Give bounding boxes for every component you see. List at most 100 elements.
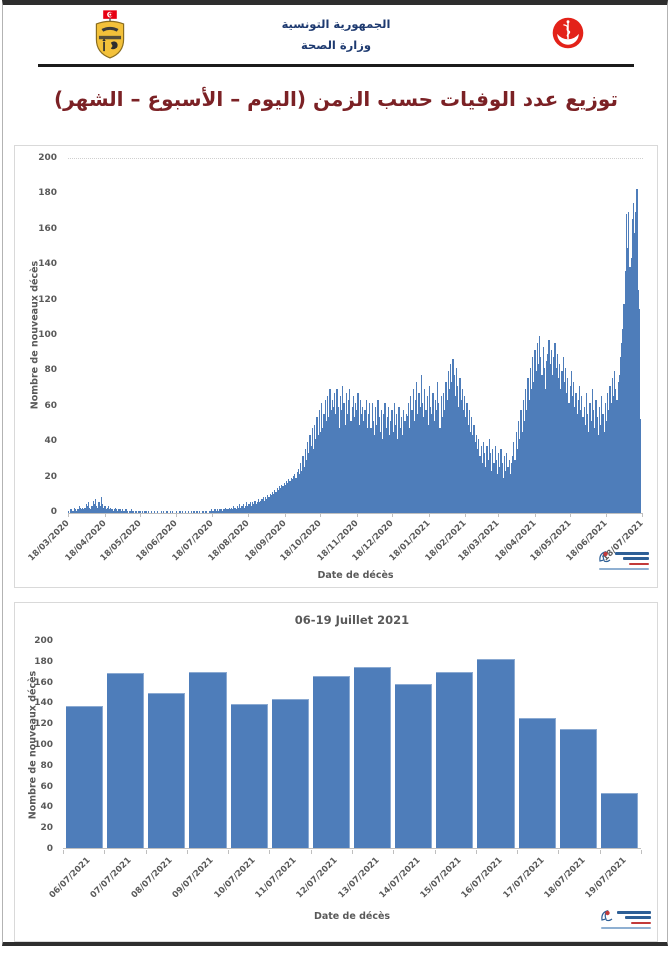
bar xyxy=(364,410,366,513)
bar xyxy=(196,511,199,513)
bar xyxy=(495,459,497,513)
bar xyxy=(289,481,291,513)
bar xyxy=(244,505,247,513)
bar xyxy=(337,406,339,513)
x-tick-label: 19/07/2021 xyxy=(583,855,629,901)
bar xyxy=(181,511,183,513)
bar xyxy=(230,704,268,848)
axis-tick xyxy=(465,513,467,517)
bar xyxy=(626,247,629,513)
axis-tick xyxy=(606,513,608,517)
bar xyxy=(590,420,592,513)
bar xyxy=(458,406,460,513)
bar xyxy=(570,371,572,513)
bar xyxy=(83,509,85,513)
bar xyxy=(145,511,147,513)
bar xyxy=(98,502,100,513)
bar xyxy=(571,396,574,513)
axis-tick xyxy=(104,513,106,517)
bar xyxy=(225,507,227,513)
bar xyxy=(423,417,425,513)
bar xyxy=(302,456,304,513)
bar xyxy=(506,452,508,513)
bar xyxy=(134,511,136,513)
bar xyxy=(496,474,499,513)
bar xyxy=(144,511,146,513)
axis-tick xyxy=(269,850,271,854)
bar xyxy=(544,389,547,513)
bar xyxy=(253,504,255,513)
bar xyxy=(431,413,433,513)
bar xyxy=(365,399,367,513)
bar xyxy=(546,360,548,513)
bar xyxy=(271,491,274,513)
bar xyxy=(160,511,162,513)
bar xyxy=(360,413,363,513)
bar xyxy=(345,392,347,513)
bar xyxy=(542,346,544,513)
axis-tick xyxy=(352,850,353,854)
bar xyxy=(214,509,216,513)
bar xyxy=(559,364,561,513)
y-axis-tick-labels: 0 20 40 60 80 100 120 140 160 180 200 xyxy=(15,153,61,517)
bar xyxy=(270,495,272,513)
bar xyxy=(377,399,379,513)
bar xyxy=(639,419,642,513)
bar xyxy=(139,511,141,513)
bar xyxy=(288,479,290,513)
bar xyxy=(68,511,70,513)
bar xyxy=(443,392,445,513)
bar xyxy=(352,396,354,513)
bar xyxy=(132,511,134,513)
bar xyxy=(111,509,113,513)
bar xyxy=(375,406,377,513)
bar xyxy=(485,466,487,513)
bar xyxy=(481,463,483,513)
bar xyxy=(103,507,105,513)
y-tick-label: 200 xyxy=(34,636,53,646)
bar xyxy=(432,392,434,513)
bar xyxy=(359,399,361,513)
bar xyxy=(394,424,397,513)
bar xyxy=(300,463,302,513)
bar xyxy=(567,378,569,513)
bar xyxy=(453,374,455,513)
bar xyxy=(384,403,386,513)
bar xyxy=(315,438,317,513)
bar xyxy=(239,504,241,513)
bar xyxy=(395,684,433,848)
bar xyxy=(514,459,516,513)
bar xyxy=(114,507,117,513)
bar xyxy=(466,403,468,513)
bar xyxy=(121,509,124,513)
bar xyxy=(491,470,493,513)
bar xyxy=(607,392,609,513)
bar xyxy=(271,698,309,848)
bar xyxy=(317,435,319,513)
bar xyxy=(97,507,99,513)
bar xyxy=(593,410,595,513)
bar xyxy=(90,509,92,513)
y-axis-tick-labels: 0 20 40 60 80 100 120 140 160 180 200 xyxy=(15,636,57,854)
bar xyxy=(574,406,576,513)
x-axis-ticks xyxy=(63,850,642,854)
bar xyxy=(124,511,126,513)
bar xyxy=(75,509,77,513)
bar xyxy=(527,378,529,513)
bar xyxy=(278,486,281,513)
bar xyxy=(406,415,408,513)
x-tick-label: 12/07/2021 xyxy=(294,855,340,901)
bar xyxy=(66,706,104,848)
bar xyxy=(274,490,276,513)
x-axis-title: Date de décès xyxy=(317,570,394,581)
bar xyxy=(484,452,486,513)
bar xyxy=(437,382,439,513)
bar xyxy=(99,505,101,513)
axis-tick xyxy=(558,850,560,854)
bar xyxy=(179,511,181,513)
bar xyxy=(350,420,352,513)
bar xyxy=(604,403,606,513)
bar xyxy=(584,424,586,513)
bar xyxy=(331,399,333,513)
bar xyxy=(273,493,275,513)
